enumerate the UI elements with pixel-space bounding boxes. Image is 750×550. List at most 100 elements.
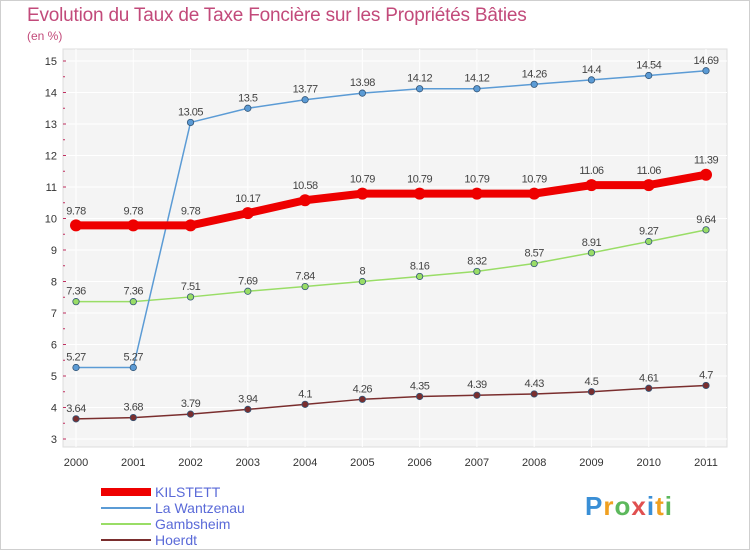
series-line [75, 70, 707, 369]
data-label: 3.64 [66, 403, 86, 415]
y-tick-label: 14 [45, 88, 57, 100]
logo-letter: i [664, 491, 673, 521]
data-label: 9.78 [181, 205, 201, 217]
legend-swatch-la-wantzenau [101, 507, 151, 509]
y-tick-label: 15 [45, 56, 57, 68]
data-label: 4.35 [410, 380, 430, 392]
legend-item-la-wantzenau: La Wantzenau [101, 500, 245, 516]
data-point [473, 391, 481, 399]
series-line [75, 384, 707, 420]
data-point [184, 219, 197, 232]
logo-letter: t [655, 491, 665, 521]
y-tick-label: 5 [51, 371, 57, 383]
x-tick-label: 2002 [178, 457, 202, 469]
x-tick-label: 2005 [350, 457, 374, 469]
data-label: 14.26 [522, 68, 547, 80]
data-label: 11.06 [579, 165, 604, 177]
x-tick-label: 2003 [236, 457, 260, 469]
data-point [645, 237, 653, 246]
legend-item-hoerdt: Hoerdt [101, 532, 245, 548]
data-label: 4.39 [467, 379, 487, 391]
data-label: 10.79 [522, 174, 547, 186]
data-point [301, 96, 309, 104]
data-label: 5.27 [66, 351, 86, 363]
x-tick-label: 2006 [407, 457, 431, 469]
data-point [301, 282, 309, 291]
data-point [587, 249, 596, 257]
data-label: 4.1 [298, 388, 312, 400]
data-point [702, 381, 710, 390]
data-label: 3.68 [124, 402, 144, 414]
data-point [70, 219, 82, 232]
data-label: 14.12 [464, 73, 489, 85]
data-label: 11.06 [637, 165, 662, 177]
data-point [645, 71, 653, 80]
data-label: 13.98 [350, 77, 375, 89]
y-tick-label: 3 [51, 434, 57, 446]
data-label: 8.57 [524, 248, 544, 260]
legend-swatch-hoerdt [101, 539, 151, 541]
y-tick-label: 4 [51, 403, 57, 415]
logo-letter: r [603, 491, 615, 521]
data-label: 9.64 [696, 214, 716, 226]
data-label: 7.69 [238, 275, 258, 287]
chart-subtitle: (en %) [27, 29, 63, 43]
data-point [72, 363, 80, 372]
data-point [241, 207, 254, 220]
legend-swatch-kilstett [101, 488, 151, 496]
data-label: 10.79 [350, 174, 375, 186]
series-line [75, 229, 707, 303]
data-label: 4.26 [353, 383, 373, 395]
data-point [530, 80, 538, 88]
data-label: 5.27 [124, 351, 144, 363]
plot-area [62, 48, 728, 448]
legend-swatch-gambsheim [101, 523, 151, 525]
logo-letter: o [614, 491, 632, 521]
x-tick-label: 2009 [579, 457, 603, 469]
y-tick-label: 8 [51, 277, 57, 289]
data-point [585, 179, 598, 192]
y-tick-label: 6 [51, 340, 57, 352]
data-label: 9.27 [639, 225, 659, 237]
data-label: 14.69 [693, 55, 718, 67]
data-point [244, 104, 252, 112]
data-point [356, 187, 369, 200]
data-label: 7.36 [66, 286, 86, 298]
data-label: 11.39 [694, 155, 719, 167]
data-point [587, 388, 596, 396]
data-label: 10.79 [407, 174, 432, 186]
data-point [186, 410, 195, 418]
legend-item-kilstett: KILSTETT [101, 484, 245, 500]
y-tick-label: 9 [51, 245, 57, 257]
data-label: 10.79 [464, 174, 489, 186]
data-label: 14.12 [407, 73, 432, 85]
data-point [186, 118, 195, 127]
x-tick-label: 2000 [64, 457, 88, 469]
data-label: 7.84 [295, 271, 315, 283]
data-point [702, 226, 710, 234]
data-point [473, 85, 481, 93]
data-point [358, 89, 366, 97]
data-label: 3.94 [238, 393, 258, 405]
data-point [301, 400, 309, 408]
y-tick-label: 7 [51, 308, 57, 320]
y-tick-label: 11 [46, 182, 57, 194]
data-label: 7.51 [181, 281, 201, 293]
data-label: 4.5 [585, 376, 599, 388]
data-point [129, 298, 137, 306]
proxiti-logo: Proxiti [585, 491, 673, 522]
y-tick-label: 13 [45, 119, 57, 131]
data-point [702, 67, 710, 75]
data-point [244, 405, 252, 413]
data-label: 10.17 [235, 193, 260, 205]
legend-item-gambsheim: Gambsheim [101, 516, 245, 532]
series-line [72, 170, 710, 230]
data-label: 8 [360, 266, 366, 278]
data-label: 8.91 [582, 237, 602, 249]
y-tick-label: 10 [45, 214, 57, 226]
x-tick-label: 2011 [694, 457, 718, 469]
x-tick-label: 2004 [293, 457, 317, 469]
data-point [129, 363, 137, 372]
data-point [470, 187, 483, 200]
